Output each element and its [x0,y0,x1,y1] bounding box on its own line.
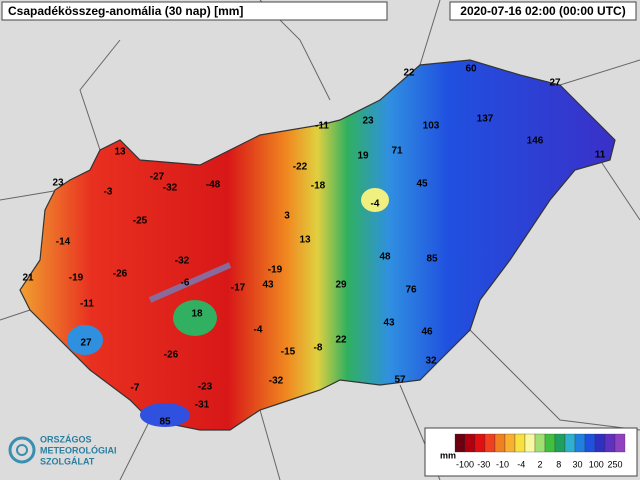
station-value: -25 [133,216,148,227]
station-value: 146 [527,136,544,147]
legend-label: -100 [456,459,474,469]
station-value: -26 [164,350,179,361]
station-value: 11 [595,150,606,161]
legend-swatch [544,433,556,453]
legend-label: 2 [537,459,542,469]
legend-swatch [534,433,546,453]
legend-swatch [514,433,526,453]
legend-label: -4 [517,459,525,469]
station-value: -17 [231,283,246,294]
legend-swatch [484,433,496,453]
station-value: -14 [56,237,71,248]
hungary-field [19,59,616,431]
station-value: 32 [425,356,437,367]
logo-mark [16,444,28,456]
time-box [449,1,637,21]
legend-label: 8 [556,459,561,469]
station-value: -8 [314,343,323,354]
station-value: 76 [405,285,417,296]
station-value: -19 [69,273,84,284]
station-value: 22 [335,335,347,346]
blue-area [67,325,103,355]
station-value: 43 [383,318,395,329]
station-value: -4 [254,325,263,336]
legend-label: -30 [477,459,490,469]
station-value: 18 [191,309,203,320]
legend-swatch [504,433,516,453]
legend-swatch [614,433,626,453]
legend-swatch [564,433,576,453]
station-value: -15 [281,347,296,358]
blue-area [140,403,190,427]
station-value: 23 [52,178,64,189]
logo [8,436,36,464]
station-value: 57 [394,375,406,386]
station-value: 13 [114,147,126,158]
legend-swatch [584,433,596,453]
station-value: -27 [150,172,165,183]
station-value: -32 [163,183,178,194]
station-value: -48 [206,180,221,191]
station-value: -11 [80,299,94,310]
legend-swatch [464,433,476,453]
lake-balaton [148,262,232,303]
station-value: -4 [371,199,380,210]
logo-text: SZOLGÁLAT [40,456,95,466]
station-value: 103 [423,121,440,132]
legend-swatch [594,433,606,453]
logo-text: METEOROLÓGIAI [40,444,117,455]
station-value: -11 [315,121,329,132]
station-value: 60 [465,64,477,75]
title: Csapadékösszeg-anomália (30 nap) [mm] [8,4,243,18]
station-value: 43 [262,280,274,291]
legend-unit: mm [440,450,456,460]
station-value: -6 [181,278,190,289]
legend-swatch [494,433,506,453]
station-value: -22 [293,162,308,173]
title-box [1,1,388,21]
yellow-area [361,188,389,212]
green-area [173,300,217,336]
station-value: -32 [269,376,284,387]
station-value: -31 [195,400,210,411]
legend-label: 100 [589,459,604,469]
station-value: 19 [357,151,369,162]
station-value: -18 [311,181,326,192]
station-value: 27 [80,338,92,349]
logo-mark [8,436,36,464]
legend-swatch [474,433,486,453]
station-value: 13 [299,235,311,246]
legend-swatch [524,433,536,453]
station-value: 137 [477,114,494,125]
station-value: -3 [104,187,113,198]
station-value: 85 [159,417,171,428]
legend-label: 30 [572,459,582,469]
legend-swatch [574,433,586,453]
station-value: 85 [426,254,438,265]
station-value: 3 [284,211,290,222]
station-value: 46 [421,327,433,338]
station-value: 48 [379,252,391,263]
station-value: -32 [175,256,190,267]
station-value: 27 [549,78,561,89]
legend-swatch [554,433,566,453]
legend-label: -10 [496,459,509,469]
legend-label: 250 [607,459,622,469]
legend-swatch [604,433,616,453]
station-value: 29 [335,280,347,291]
station-value: -23 [198,382,213,393]
station-value: 22 [403,68,415,79]
station-value: 71 [391,146,403,157]
station-value: 21 [22,273,34,284]
station-value: -7 [131,383,140,394]
station-value: -19 [268,265,283,276]
station-value: 23 [362,116,374,127]
timestamp: 2020-07-16 02:00 (00:00 UTC) [460,4,625,18]
station-value: -26 [113,269,128,280]
station-value: 45 [416,179,428,190]
legend-swatch [454,433,466,453]
logo-text: ORSZÁGOS [40,434,92,444]
